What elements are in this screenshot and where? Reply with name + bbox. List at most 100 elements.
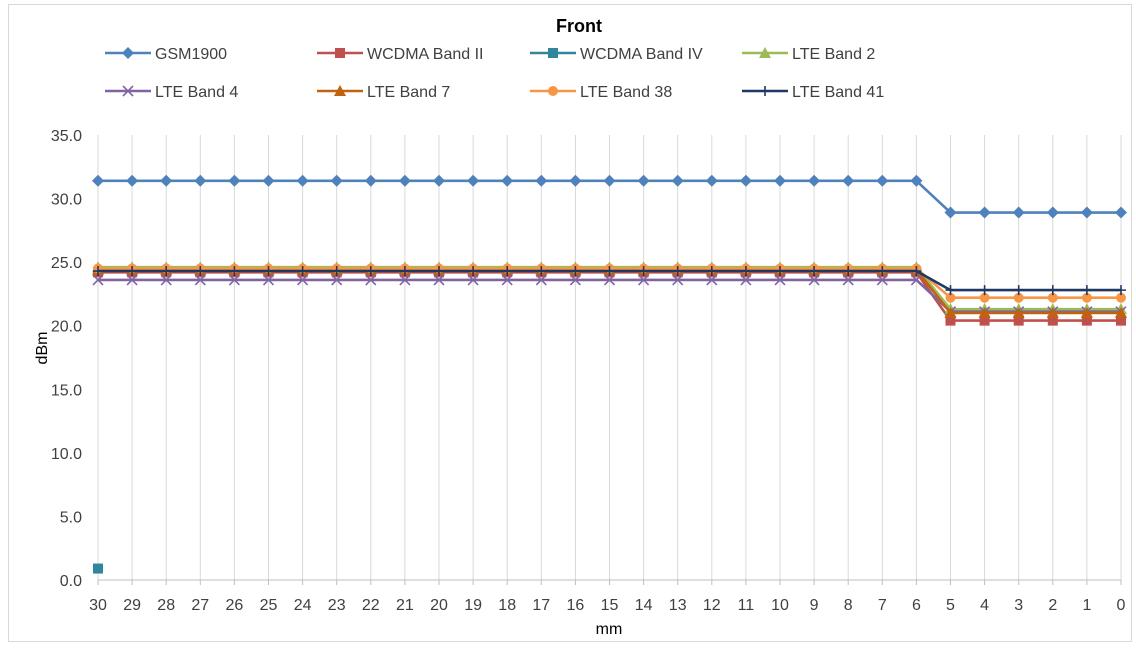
data-point bbox=[843, 266, 854, 277]
data-point bbox=[398, 174, 411, 187]
data-point bbox=[672, 274, 684, 286]
data-point bbox=[842, 174, 855, 187]
data-point bbox=[877, 266, 888, 277]
data-point bbox=[569, 174, 582, 187]
data-point bbox=[297, 274, 309, 286]
x-tick-label: 1 bbox=[1082, 597, 1091, 614]
x-axis-title: mm bbox=[596, 621, 623, 638]
x-tick-label: 11 bbox=[738, 597, 755, 614]
x-tick-label: 12 bbox=[703, 597, 721, 614]
x-tick-label: 27 bbox=[191, 597, 209, 614]
data-point bbox=[433, 274, 445, 286]
data-point bbox=[706, 266, 717, 277]
data-point bbox=[979, 285, 990, 296]
data-point bbox=[638, 266, 649, 277]
data-point bbox=[433, 174, 445, 187]
y-tick-label: 25.0 bbox=[51, 255, 82, 272]
data-point bbox=[637, 174, 650, 187]
legend-label: WCDMA Band II bbox=[367, 46, 483, 63]
data-point bbox=[93, 563, 103, 574]
data-point bbox=[501, 274, 513, 286]
data-point bbox=[978, 307, 991, 318]
data-point bbox=[467, 174, 480, 187]
y-tick-label: 0.0 bbox=[60, 573, 82, 590]
data-point bbox=[434, 266, 444, 277]
data-point bbox=[910, 274, 922, 286]
legend-marker bbox=[548, 48, 558, 58]
legend-marker bbox=[760, 86, 770, 96]
x-tick-label: 24 bbox=[294, 597, 312, 614]
x-tick-label: 21 bbox=[396, 597, 414, 614]
data-point bbox=[194, 174, 207, 187]
data-point bbox=[161, 266, 172, 277]
x-tick-label: 25 bbox=[260, 597, 278, 614]
x-tick-label: 22 bbox=[362, 597, 380, 614]
legend-item-lte-band-2: LTE Band 2 bbox=[742, 46, 875, 63]
chart-frame bbox=[8, 4, 1132, 642]
data-point bbox=[399, 274, 411, 286]
data-point bbox=[502, 266, 513, 277]
x-tick-label: 20 bbox=[430, 597, 448, 614]
series-wcdma-band-iv bbox=[93, 563, 103, 574]
data-point bbox=[1047, 292, 1058, 303]
x-tick-label: 14 bbox=[635, 597, 653, 614]
y-tick-label: 30.0 bbox=[51, 192, 82, 209]
data-point bbox=[296, 174, 309, 187]
legend-marker bbox=[334, 85, 346, 96]
axes: 0.05.010.015.020.025.030.035.030 29 28 27 26… bbox=[51, 128, 1126, 614]
legend-item-gsm1900: GSM1900 bbox=[105, 46, 227, 63]
data-point bbox=[979, 292, 990, 303]
gridlines bbox=[97, 135, 1122, 580]
data-point bbox=[92, 174, 104, 187]
legend-marker bbox=[759, 47, 771, 58]
x-tick-label: 7 bbox=[878, 597, 887, 614]
legend-item-wcdma-band-iv: WCDMA Band IV bbox=[530, 46, 703, 63]
x-tick-label: 10 bbox=[771, 597, 789, 614]
data-point bbox=[399, 266, 410, 277]
y-tick-label: 20.0 bbox=[51, 319, 82, 336]
data-point bbox=[944, 307, 957, 318]
data-point bbox=[1012, 307, 1025, 318]
data-point bbox=[228, 274, 240, 286]
data-point bbox=[1047, 315, 1058, 326]
chart-legend: GSM1900 WCDMA Band II WCDMA Band IV LTE Ban… bbox=[105, 46, 884, 101]
data-point bbox=[1081, 315, 1092, 326]
data-point bbox=[809, 266, 820, 277]
data-point bbox=[365, 274, 377, 286]
data-point bbox=[229, 266, 240, 277]
x-tick-label: 15 bbox=[601, 597, 619, 614]
data-point bbox=[910, 174, 923, 187]
y-tick-label: 35.0 bbox=[51, 128, 82, 145]
data-point bbox=[978, 206, 991, 219]
data-point bbox=[945, 285, 956, 296]
data-point bbox=[570, 266, 581, 277]
legend-label: GSM1900 bbox=[155, 46, 227, 63]
data-point bbox=[1116, 315, 1126, 326]
data-point bbox=[1081, 285, 1092, 296]
data-point bbox=[706, 274, 718, 286]
data-point bbox=[263, 266, 274, 277]
data-point bbox=[808, 174, 821, 187]
data-point bbox=[228, 174, 241, 187]
y-tick-label: 5.0 bbox=[60, 509, 82, 526]
data-point bbox=[1013, 292, 1024, 303]
data-point bbox=[1046, 307, 1059, 318]
data-point bbox=[876, 174, 889, 187]
data-point bbox=[160, 274, 172, 286]
series-gsm1900 bbox=[92, 174, 1127, 219]
data-point bbox=[945, 292, 956, 303]
data-point bbox=[501, 174, 514, 187]
data-point bbox=[297, 266, 308, 277]
legend-marker bbox=[122, 47, 134, 59]
x-tick-label: 8 bbox=[844, 597, 853, 614]
data-point bbox=[739, 174, 752, 187]
data-point bbox=[1115, 307, 1127, 318]
x-tick-label: 0 bbox=[1117, 597, 1126, 614]
data-point bbox=[603, 174, 616, 187]
data-point bbox=[1012, 206, 1025, 219]
data-point bbox=[365, 266, 376, 277]
legend-item-wcdma-band-ii: WCDMA Band II bbox=[317, 46, 483, 63]
data-point bbox=[1080, 307, 1093, 318]
data-point bbox=[1046, 206, 1059, 219]
y-tick-label: 10.0 bbox=[51, 446, 82, 463]
